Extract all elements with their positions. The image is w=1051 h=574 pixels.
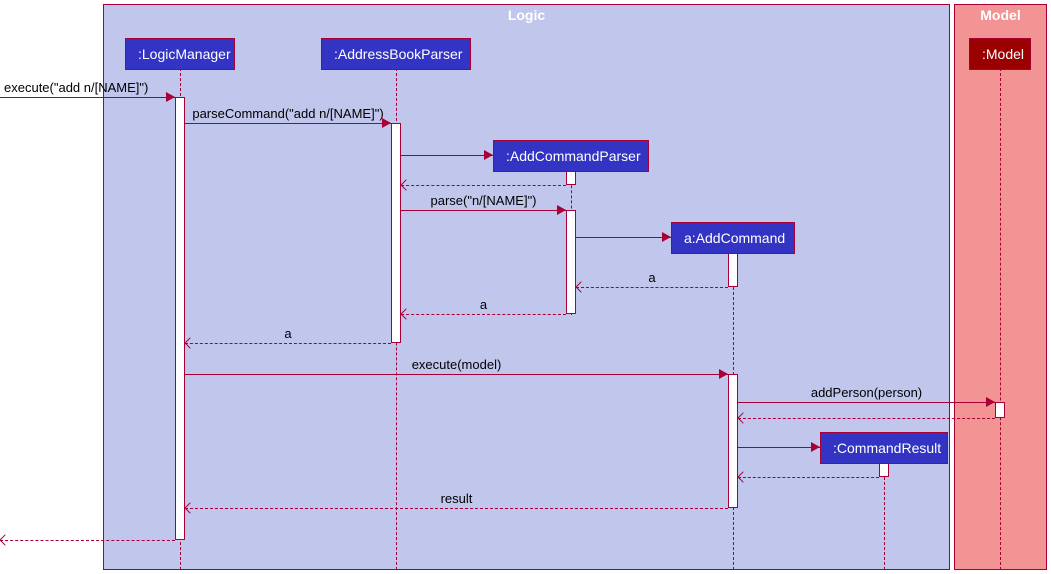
message-line-8 bbox=[185, 343, 391, 344]
message-label-14: result bbox=[185, 491, 728, 506]
message-arrow-15 bbox=[0, 534, 11, 545]
message-line-7 bbox=[401, 314, 566, 315]
addCommand-participant: a:AddCommand bbox=[671, 222, 795, 254]
message-line-9 bbox=[185, 374, 728, 375]
message-label-6: a bbox=[576, 270, 728, 285]
activation-addCommand-5 bbox=[728, 374, 738, 508]
model-lifeline bbox=[1000, 68, 1001, 570]
message-line-12 bbox=[738, 447, 820, 448]
activation-addCommandParser-2 bbox=[566, 171, 576, 185]
message-line-5 bbox=[576, 237, 671, 238]
message-line-0 bbox=[0, 97, 175, 98]
activation-addressBookParser-1 bbox=[391, 123, 401, 343]
message-line-2 bbox=[401, 155, 493, 156]
activation-commandResult-7 bbox=[879, 463, 889, 477]
activation-addCommand-4 bbox=[728, 253, 738, 287]
message-line-1 bbox=[185, 123, 391, 124]
activation-logicManager-0 bbox=[175, 97, 185, 540]
logic-region: Logic bbox=[103, 4, 950, 570]
message-label-4: parse("n/[NAME]") bbox=[401, 193, 566, 208]
message-label-1: parseCommand("add n/[NAME]") bbox=[185, 106, 391, 121]
addressBookParser-participant: :AddressBookParser bbox=[321, 38, 471, 70]
message-label-7: a bbox=[401, 297, 566, 312]
message-label-0: execute("add n/[NAME]") bbox=[4, 80, 148, 95]
model-participant: :Model bbox=[969, 38, 1031, 70]
commandResult-participant: :CommandResult bbox=[820, 432, 948, 464]
logicManager-participant: :LogicManager bbox=[125, 38, 235, 70]
message-arrow-0 bbox=[166, 92, 175, 102]
logic-region-title: Logic bbox=[508, 7, 545, 23]
message-line-6 bbox=[576, 287, 728, 288]
message-label-8: a bbox=[185, 326, 391, 341]
activation-model-6 bbox=[995, 402, 1005, 418]
message-label-10: addPerson(person) bbox=[738, 385, 995, 400]
message-arrow-12 bbox=[811, 442, 820, 452]
message-line-14 bbox=[185, 508, 728, 509]
message-label-9: execute(model) bbox=[185, 357, 728, 372]
message-line-3 bbox=[401, 185, 566, 186]
commandResult-lifeline bbox=[884, 462, 885, 570]
message-line-11 bbox=[738, 418, 995, 419]
message-arrow-2 bbox=[484, 150, 493, 160]
model-region-title: Model bbox=[980, 7, 1020, 23]
addCommandParser-participant: :AddCommandParser bbox=[493, 140, 649, 172]
activation-addCommandParser-3 bbox=[566, 210, 576, 314]
message-line-10 bbox=[738, 402, 995, 403]
message-line-4 bbox=[401, 210, 566, 211]
message-line-13 bbox=[738, 477, 879, 478]
message-arrow-5 bbox=[662, 232, 671, 242]
message-line-15 bbox=[0, 540, 175, 541]
